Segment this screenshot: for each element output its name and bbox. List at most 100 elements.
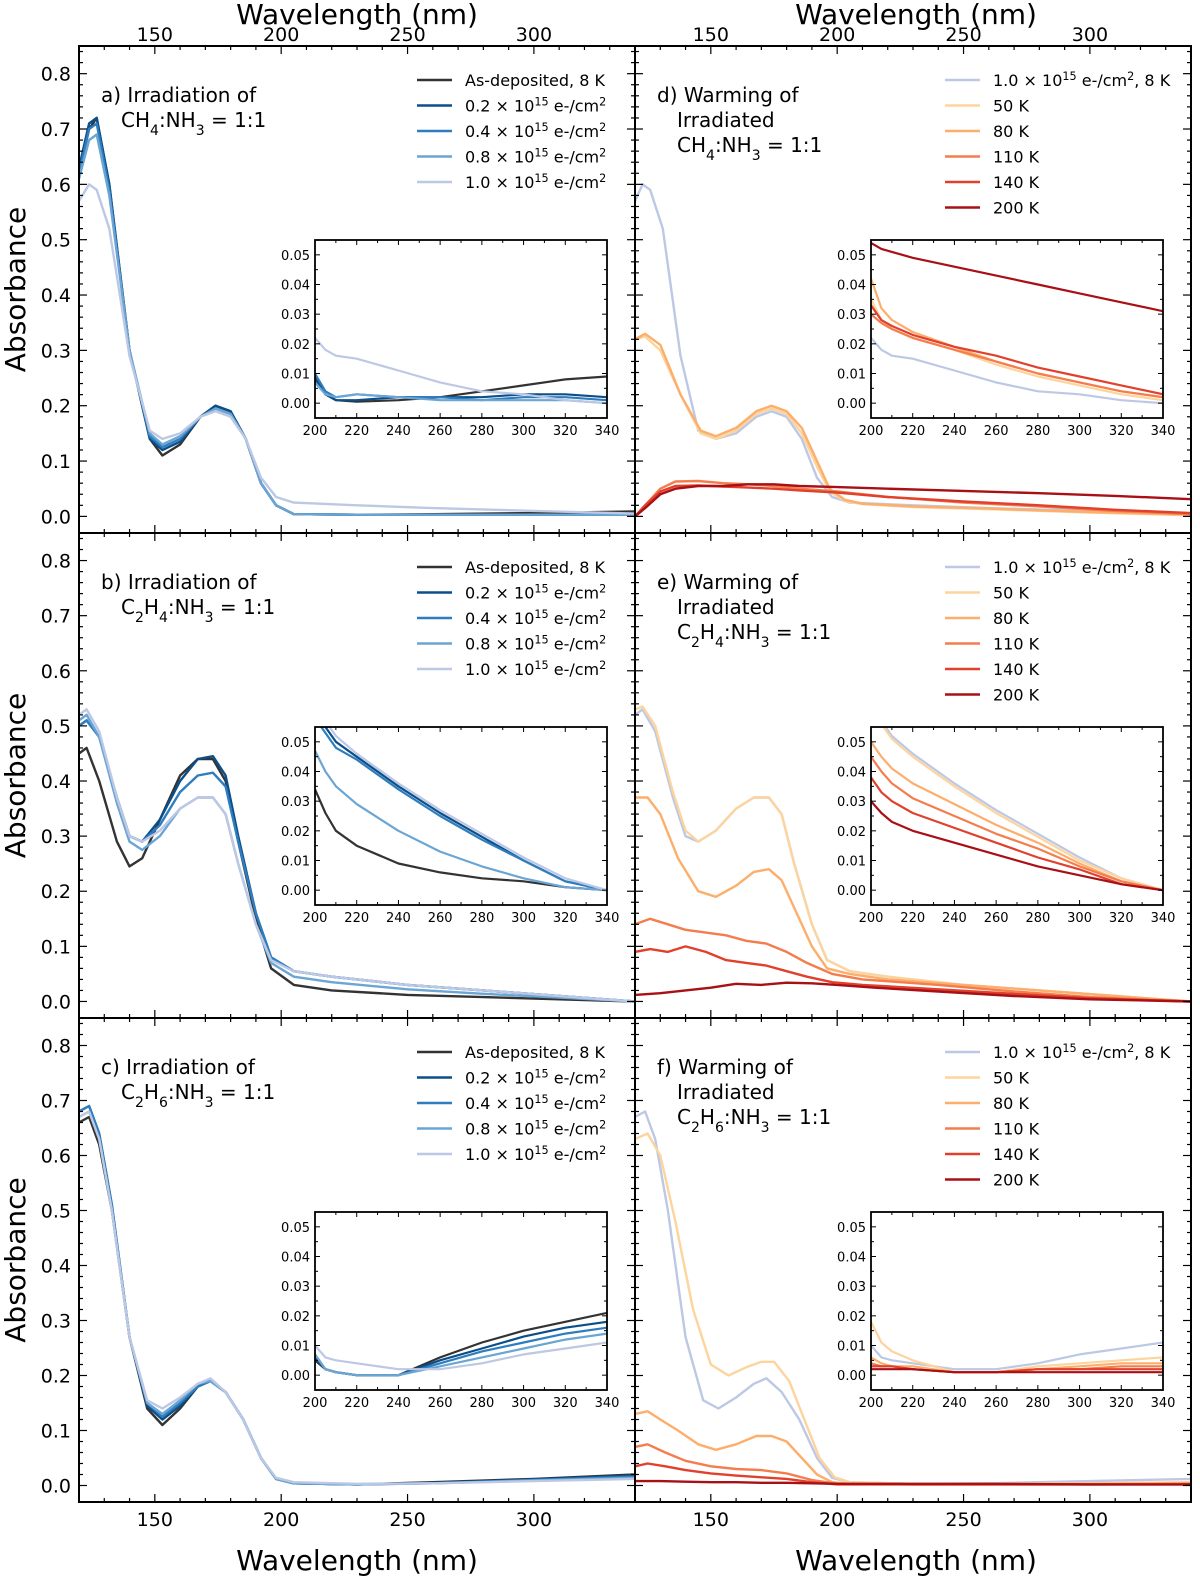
series-line-c-4 (79, 1110, 635, 1485)
inset-x-tick-label-f: 260 (984, 1396, 1009, 1411)
legend-label-f-2: 80 K (993, 1094, 1029, 1113)
y-tick-label-b: 0.6 (41, 661, 71, 683)
inset-y-tick-label-b: 0.05 (281, 736, 310, 751)
legend-label-e-5: 200 K (993, 686, 1040, 705)
series-line-a-4 (79, 183, 635, 515)
inset-series-group-d (871, 242, 1163, 405)
series-group-e (635, 705, 1191, 1003)
x-tick-label-bottom-c: 150 (137, 1509, 173, 1531)
legend-e: 1.0 × 1015 e-/cm2, 8 K 50 K 80 K 110 K 140 K… (945, 557, 1171, 705)
inset-x-tick-label-b: 320 (553, 911, 578, 926)
x-tick-label-bottom-f: 250 (945, 1509, 981, 1531)
inset-x-tick-label-c: 220 (344, 1396, 369, 1411)
y-tick-label-c: 0.5 (41, 1201, 71, 1223)
series-line-d-2 (635, 332, 1191, 516)
legend-label-d-0: 1.0 × 1015 e-/cm2, 8 K (993, 70, 1171, 91)
y-tick-label-c: 0.0 (41, 1476, 71, 1498)
inset-bg-d (871, 240, 1163, 418)
inset-y-tick-label-e: 0.01 (837, 855, 866, 870)
inset-bg-c (315, 1212, 607, 1390)
y-tick-label-b: 0.2 (41, 881, 71, 903)
legend-label-e-2: 80 K (993, 609, 1029, 628)
inset-f: 200 220 240 260 280 300 320 340 0.00 0.01 0.02 0.03… (837, 1211, 1175, 1411)
inset-y-tick-label-a: 0.05 (281, 249, 310, 264)
inset-y-tick-label-a: 0.03 (281, 308, 310, 323)
inset-x-tick-label-f: 320 (1109, 1396, 1134, 1411)
series-line-e-3 (635, 917, 1191, 1003)
inset-series-line-e-4 (871, 776, 1163, 892)
inset-x-tick-label-e: 300 (1067, 911, 1092, 926)
inset-y-tick-label-f: 0.02 (837, 1310, 866, 1325)
inset-y-tick-label-d: 0.05 (837, 249, 866, 264)
panel-title-a-1: CH4:NH3 = 1:1 (121, 108, 266, 139)
inset-y-tick-label-f: 0.05 (837, 1221, 866, 1236)
y-tick-label-b: 0.3 (41, 826, 71, 848)
inset-x-tick-label-a: 240 (386, 424, 411, 439)
inset-x-tick-label-c: 340 (595, 1396, 620, 1411)
inset-series-line-a-4 (315, 337, 607, 405)
y-tick-label-a: 0.6 (41, 174, 71, 196)
top-xlabel-left: Wavelength (nm) (236, 0, 478, 31)
legend-label-d-3: 110 K (993, 148, 1040, 167)
legend-label-b-1: 0.2 × 1015 e-/cm2 (465, 582, 606, 603)
inset-y-tick-label-e: 0.05 (837, 736, 866, 751)
inset-series-group-c (315, 1311, 607, 1377)
inset-x-tick-label-d: 240 (942, 424, 967, 439)
panel-title-c-1: C2H6:NH3 = 1:1 (121, 1080, 275, 1111)
legend-f: 1.0 × 1015 e-/cm2, 8 K 50 K 80 K 110 K 140 K… (945, 1042, 1171, 1190)
legend-label-d-5: 200 K (993, 199, 1040, 218)
inset-y-tick-label-a: 0.00 (281, 397, 310, 412)
inset-x-tick-label-e: 280 (1025, 911, 1050, 926)
inset-y-tick-label-c: 0.03 (281, 1280, 310, 1295)
x-tick-label-top-d: 250 (945, 24, 981, 46)
inset-y-tick-label-f: 0.00 (837, 1369, 866, 1384)
y-tick-label-c: 0.1 (41, 1421, 71, 1443)
legend-a: As-deposited, 8 K 0.2 × 1015 e-/cm2 0.4 × … (417, 71, 606, 192)
inset-series-line-e-0 (884, 727, 1163, 892)
inset-y-tick-label-e: 0.04 (837, 766, 866, 781)
legend-label-c-4: 1.0 × 1015 e-/cm2 (465, 1144, 606, 1165)
series-line-d-5 (635, 483, 1191, 518)
x-tick-label-top-a: 150 (137, 24, 173, 46)
y-tick-label-c: 0.3 (41, 1311, 71, 1333)
inset-x-tick-label-a: 260 (428, 424, 453, 439)
y-axis-label-a: Absorbance (0, 207, 32, 372)
series-line-e-4 (635, 945, 1191, 1003)
y-axis-label-c: Absorbance (0, 1177, 32, 1342)
inset-x-tick-label-d: 340 (1151, 424, 1176, 439)
inset-x-tick-label-f: 300 (1067, 1396, 1092, 1411)
inset-series-line-c-3 (315, 1332, 607, 1377)
inset-x-tick-label-c: 260 (428, 1396, 453, 1411)
inset-series-line-e-5 (871, 800, 1163, 892)
x-tick-label-bottom-c: 250 (389, 1509, 425, 1531)
panel-title-a-0: a) Irradiation of (101, 83, 257, 107)
inset-series-line-b-3 (315, 750, 607, 892)
panel-title-b-0: b) Irradiation of (101, 570, 258, 594)
inset-x-tick-label-b: 340 (595, 911, 620, 926)
inset-b: 200 220 240 260 280 300 320 340 0.00 0.01 0.02 0.03… (281, 726, 620, 926)
y-tick-label-a: 0.4 (41, 285, 71, 307)
inset-x-tick-label-a: 340 (595, 424, 620, 439)
x-tick-label-top-d: 300 (1072, 24, 1108, 46)
panel-title-d-0: d) Warming of (657, 83, 799, 107)
legend-label-a-3: 0.8 × 1015 e-/cm2 (465, 146, 606, 167)
series-group-c (79, 1104, 635, 1486)
y-tick-label-a: 0.7 (41, 119, 71, 141)
inset-y-tick-label-e: 0.03 (837, 795, 866, 810)
inset-y-tick-label-b: 0.01 (281, 855, 310, 870)
legend-label-f-5: 200 K (993, 1171, 1040, 1190)
inset-x-tick-label-e: 260 (984, 911, 1009, 926)
inset-series-line-d-0 (871, 337, 1163, 405)
x-tick-label-bottom-f: 150 (693, 1509, 729, 1531)
panel-c: 0.0 0.1 0.2 0.3 0.4 0.5 0.6 0.7 0.8 Absorbance 150… (0, 1017, 636, 1531)
inset-series-line-e-1 (882, 727, 1163, 892)
inset-x-tick-label-b: 220 (344, 911, 369, 926)
legend-label-f-1: 50 K (993, 1069, 1029, 1088)
y-tick-label-b: 0.5 (41, 716, 71, 738)
inset-y-tick-label-c: 0.00 (281, 1369, 310, 1384)
inset-y-tick-label-b: 0.02 (281, 825, 310, 840)
inset-x-tick-label-f: 240 (942, 1396, 967, 1411)
x-tick-label-top-a: 200 (263, 24, 299, 46)
